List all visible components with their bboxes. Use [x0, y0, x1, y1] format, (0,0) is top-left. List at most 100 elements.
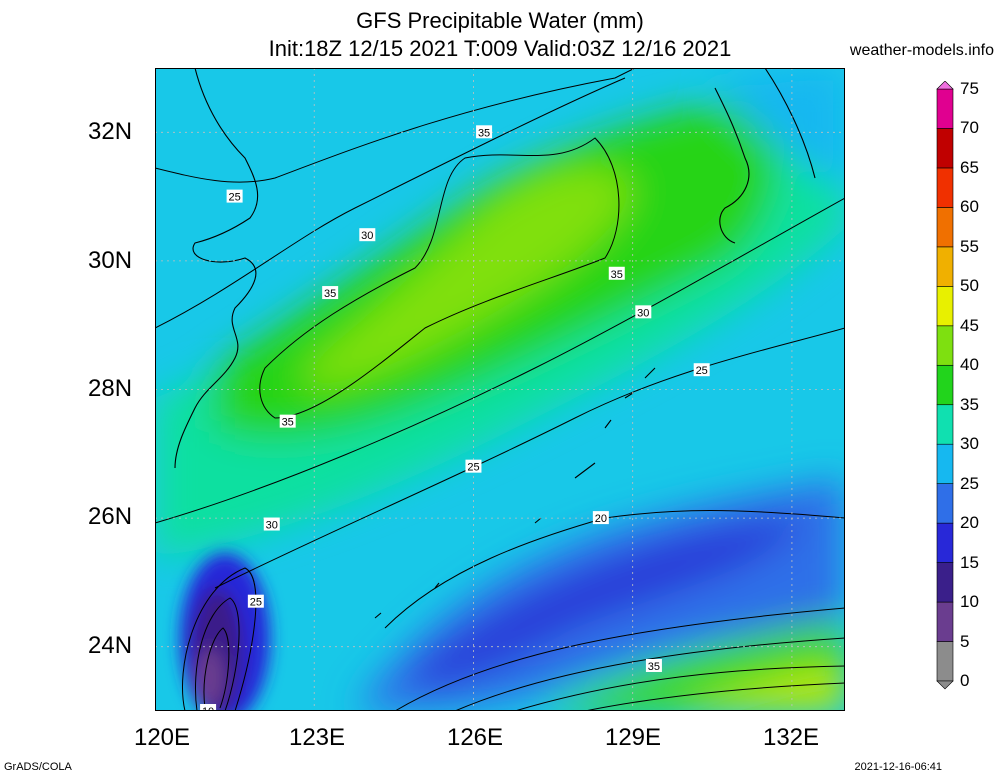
south-moist-40	[675, 668, 845, 711]
contour-label-text: 25	[696, 365, 708, 377]
colorbar-cell	[936, 207, 954, 248]
footer-right: 2021-12-16-06:41	[854, 761, 942, 773]
colorbar-cell	[936, 483, 954, 524]
x-tick-132e: 132E	[762, 724, 820, 751]
colorbar-cell	[936, 128, 954, 169]
colorbar-label: 0	[960, 671, 970, 690]
colorbar-cell	[936, 443, 954, 484]
map-plot: 35 25 30 35 35 30 25 35 25 30 20 25 35 10	[155, 68, 845, 711]
contour-label-text: 30	[361, 230, 373, 242]
plot-frame	[155, 68, 845, 711]
colorbar-label: 55	[960, 236, 979, 256]
contour-label: 25	[226, 189, 243, 204]
contour-label-text: 35	[611, 269, 623, 281]
colorbar-cell	[936, 601, 954, 642]
y-tick-32n: 32N	[88, 118, 133, 145]
x-tick-126e: 126E	[446, 724, 504, 751]
colorbar-label: 65	[960, 157, 979, 177]
contour-label: 20	[592, 511, 609, 525]
china-coastline	[174, 68, 259, 469]
contour-label: 10	[200, 704, 217, 711]
colorbar-label: 25	[960, 473, 979, 493]
site-name: weather-models.info	[849, 42, 994, 59]
contour-south-4	[584, 682, 845, 711]
contour-label: 30	[263, 517, 280, 532]
contour-label: 25	[247, 594, 264, 609]
contour-label-text: 30	[637, 307, 649, 319]
contour-south-2	[454, 637, 845, 711]
colorbar-label: 70	[960, 118, 979, 138]
contour-label-text: 35	[324, 288, 336, 300]
contour-30-north	[155, 77, 626, 329]
colorbar-label: 35	[960, 394, 979, 414]
contour-label: 35	[322, 286, 339, 300]
colorbar-cell	[936, 404, 954, 445]
colorbar-label: 15	[960, 552, 979, 572]
colorbar-label: 10	[960, 592, 979, 612]
colorbar-cell	[936, 641, 954, 682]
moist-band-40	[305, 166, 635, 388]
contour-label: 35	[645, 658, 662, 673]
colorbar	[936, 81, 954, 690]
contour-label-text: 25	[228, 192, 240, 204]
contour-25-north	[155, 68, 636, 183]
contour-label-text: 10	[202, 706, 214, 711]
contour-label: 30	[359, 228, 376, 242]
contour-label: 35	[476, 125, 493, 139]
dry-band-15	[415, 518, 805, 688]
taiwan-dry-core	[196, 648, 224, 708]
y-tick-28n: 28N	[88, 375, 133, 402]
colorbar-label: 40	[960, 355, 979, 375]
title-line-2: Init:18Z 12/15 2021 T:009 Valid:03Z 12/1…	[268, 36, 732, 61]
contour-30-south	[155, 197, 845, 524]
contour-label-layer: 35 25 30 35 35 30 25 35 25 30 20 25 35 10	[200, 125, 710, 711]
colorbar-label: 45	[960, 315, 979, 335]
ryukyu-islands	[374, 367, 656, 619]
colorbar-cell	[936, 286, 954, 327]
colorbar-cell	[936, 562, 954, 603]
colorbar-label: 60	[960, 197, 979, 217]
contour-35-core	[259, 137, 620, 419]
y-tick-24n: 24N	[88, 632, 133, 659]
contour-south-1	[394, 607, 845, 711]
colorbar-label: 75	[960, 79, 979, 98]
ne-cyan	[715, 68, 845, 188]
colorbar-max-triangle	[936, 81, 954, 90]
colorbar-label: 30	[960, 434, 979, 454]
contour-label: 30	[635, 305, 652, 319]
colorbar-label: 20	[960, 513, 979, 533]
contour-label-text: 35	[648, 661, 660, 673]
contour-label: 35	[279, 414, 296, 429]
contour-taiwan-c	[203, 627, 230, 709]
contour-25-south	[214, 327, 845, 589]
footer-left: GrADS/COLA	[4, 761, 72, 773]
contour-label-text: 20	[595, 513, 607, 525]
title-line-1: GFS Precipitable Water (mm)	[356, 8, 644, 33]
contour-label-text: 25	[467, 462, 479, 474]
colorbar-cell	[936, 325, 954, 366]
colorbar-cell	[936, 167, 954, 208]
contour-taiwan-a	[182, 567, 257, 711]
y-tick-26n: 26N	[88, 503, 133, 530]
colorbar-cell	[936, 246, 954, 287]
colorbar-min-triangle	[936, 680, 954, 690]
contour-label-text: 35	[478, 127, 490, 139]
contour-label: 25	[465, 459, 482, 474]
colorbar-cell	[936, 364, 954, 406]
contour-south-3	[514, 665, 845, 711]
contour-label-text: 25	[250, 597, 262, 609]
y-tick-30n: 30N	[88, 247, 133, 274]
contour-label-text: 30	[266, 520, 278, 532]
colorbar-cell	[936, 88, 954, 129]
contour-label: 35	[608, 266, 625, 281]
contour-label-text: 35	[282, 417, 294, 429]
contour-taiwan-b	[194, 597, 240, 711]
grid-lines	[155, 68, 845, 711]
contour-label: 25	[693, 363, 710, 377]
colorbar-label: 50	[960, 276, 979, 296]
x-tick-120e: 120E	[133, 724, 191, 751]
x-tick-129e: 129E	[604, 724, 662, 751]
colorbar-label: 5	[960, 631, 970, 651]
x-tick-123e: 123E	[288, 724, 346, 751]
japan-kyushu	[714, 68, 816, 244]
